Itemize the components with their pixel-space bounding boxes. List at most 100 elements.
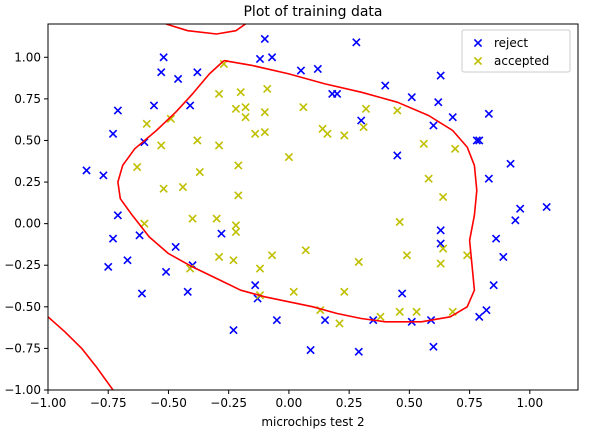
decision-boundary-segment — [48, 316, 114, 390]
x-tick-label: 0.50 — [396, 396, 423, 410]
accepted-point — [412, 307, 421, 316]
reject-point — [99, 171, 108, 180]
reject-point — [475, 136, 484, 145]
reject-point — [108, 129, 118, 138]
reject-point — [272, 315, 282, 325]
y-tick-label: 0.50 — [14, 133, 41, 147]
x-tick-label: 1.00 — [516, 396, 543, 410]
reject-point — [135, 231, 144, 240]
accepted-point — [376, 312, 385, 321]
accepted-point — [299, 103, 308, 112]
reject-point — [397, 289, 407, 298]
accepted-point — [212, 214, 221, 223]
accepted-point — [229, 256, 238, 265]
accepted-point — [166, 114, 176, 123]
reject-point — [357, 116, 366, 125]
reject-point — [296, 66, 306, 75]
y-tick-label: 1.00 — [14, 50, 41, 64]
reject-point — [407, 93, 416, 102]
accepted-point — [340, 287, 349, 297]
x-axis: −1.00 −0.75 −0.50 −0.25 0.00 0.25 0.50 0.75 1.00 — [30, 390, 543, 410]
reject-point — [161, 267, 171, 277]
y-tick-label: −0.25 — [4, 258, 41, 272]
accepted-point — [289, 287, 298, 297]
y-tick-label: 0.00 — [14, 217, 41, 231]
series-reject — [82, 34, 551, 356]
reject-point — [320, 315, 330, 325]
reject-point — [429, 121, 438, 130]
accepted-point — [395, 217, 404, 227]
y-tick-label: −0.50 — [4, 300, 41, 314]
reject-point — [123, 256, 132, 265]
accepted-point — [251, 129, 260, 138]
accepted-point — [267, 251, 277, 260]
accepted-point — [241, 112, 250, 122]
reject-point — [313, 64, 322, 74]
decision-boundary-segment — [117, 59, 478, 323]
reject-point — [185, 101, 195, 110]
reject-point — [436, 71, 445, 80]
reject-point — [448, 112, 457, 122]
accepted-point — [178, 182, 188, 192]
x-tick-label: 0.00 — [276, 396, 303, 410]
accepted-point — [214, 252, 224, 262]
y-tick-label: 0.25 — [14, 175, 41, 189]
reject-point — [482, 305, 491, 315]
reject-point — [260, 34, 269, 44]
accepted-point — [255, 264, 265, 273]
reject-point — [183, 287, 192, 297]
accepted-point — [140, 219, 149, 228]
reject-point — [229, 325, 238, 335]
reject-point — [306, 345, 315, 355]
accepted-point — [284, 152, 294, 162]
reject-point — [434, 98, 443, 107]
reject-point — [149, 101, 159, 110]
accepted-point — [301, 246, 310, 255]
accepted-point — [231, 104, 241, 114]
reject-point — [472, 136, 481, 145]
accepted-point — [450, 144, 460, 153]
reject-point — [393, 151, 402, 160]
accepted-point — [193, 136, 202, 145]
accepted-point — [419, 139, 428, 148]
reject-point — [516, 204, 525, 213]
reject-point — [251, 281, 260, 290]
accepted-point — [142, 119, 151, 128]
legend-box — [461, 29, 571, 73]
legend-label-reject: reject — [494, 36, 528, 50]
y-axis: −1.00 −0.75 −0.50 −0.25 0.00 0.25 0.50 0.75 1.00 — [4, 50, 48, 397]
accepted-point — [438, 192, 448, 202]
x-tick-label: 0.25 — [336, 396, 363, 410]
reject-point — [352, 38, 361, 47]
reject-point — [429, 342, 438, 351]
reject-point — [436, 239, 445, 248]
x-tick-label: −0.75 — [90, 396, 127, 410]
accepted-point — [231, 221, 241, 230]
accepted-point — [214, 141, 224, 150]
reject-point — [113, 106, 123, 115]
reject-point — [140, 137, 149, 147]
x-tick-label: −0.25 — [210, 396, 247, 410]
reject-point — [484, 109, 494, 119]
reject-point — [484, 174, 494, 183]
legend-marker-reject — [473, 38, 483, 48]
x-tick-label: −0.50 — [150, 396, 187, 410]
reject-point — [193, 68, 202, 77]
accepted-point — [234, 191, 243, 200]
accepted-point — [241, 103, 250, 112]
chart-title: Plot of training data — [243, 4, 382, 20]
accepted-point — [132, 162, 142, 172]
reject-point — [506, 159, 515, 168]
legend: reject accepted — [461, 29, 571, 73]
accepted-point — [354, 257, 363, 267]
reject-point — [113, 211, 123, 220]
accepted-point — [463, 251, 472, 260]
accepted-point — [260, 108, 269, 117]
accepted-point — [260, 127, 269, 137]
accepted-point — [234, 161, 243, 170]
plot-frame — [47, 23, 579, 391]
accepted-point — [214, 89, 224, 99]
reject-point — [108, 234, 118, 243]
reject-point — [217, 229, 226, 238]
reject-point — [381, 81, 390, 90]
